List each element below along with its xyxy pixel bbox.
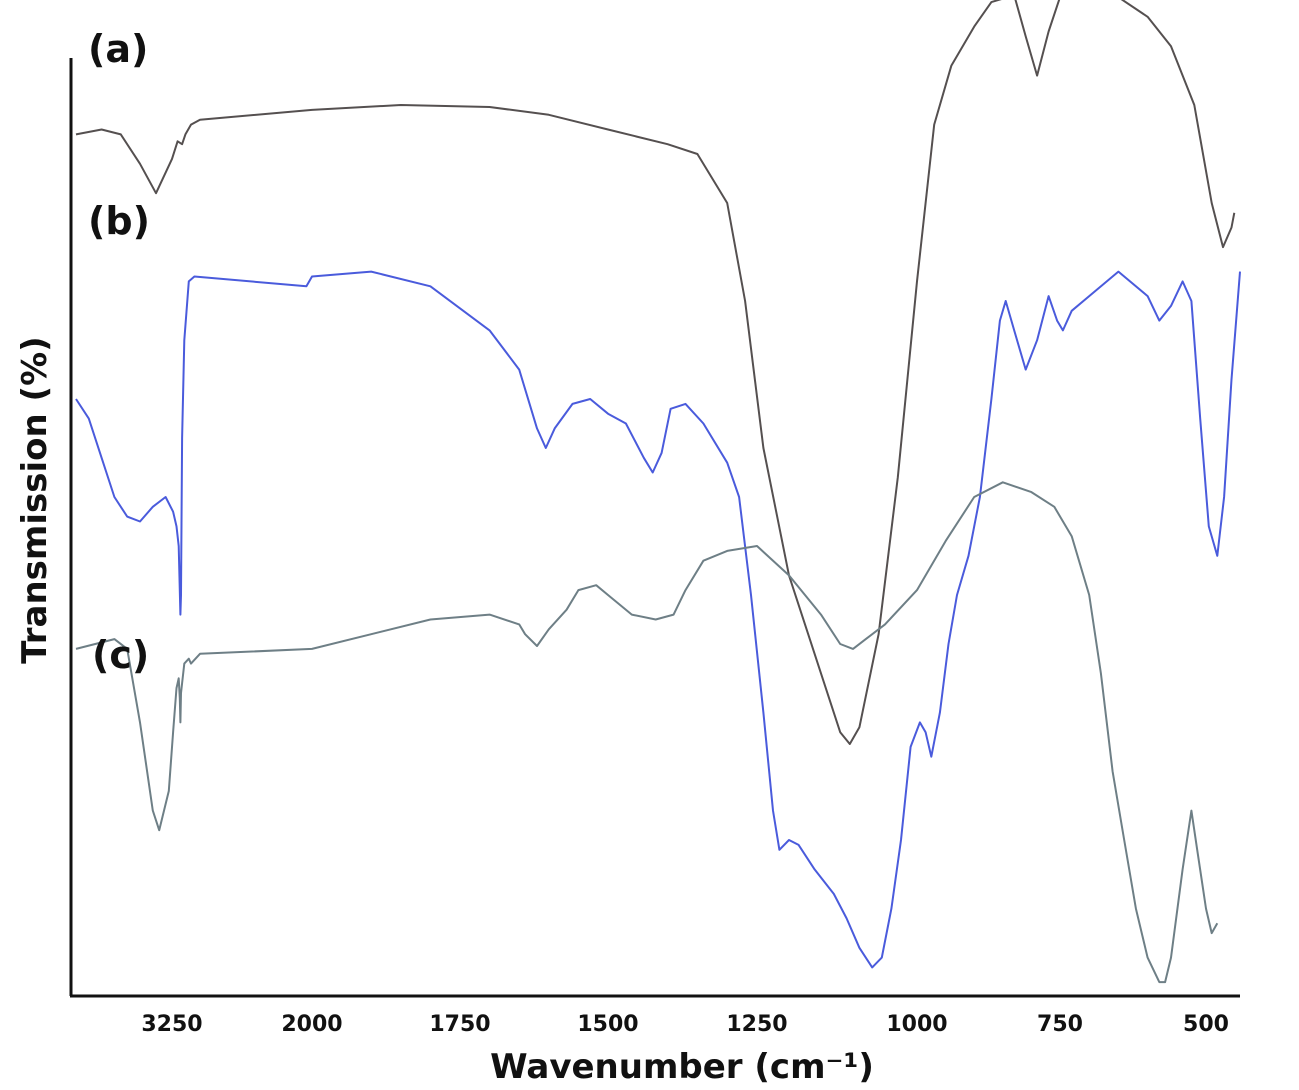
series-layer xyxy=(75,0,1241,984)
x-axis-title: Wavenumber (cm⁻¹) xyxy=(490,1047,874,1087)
x-tick-label: 1500 xyxy=(577,1012,638,1037)
x-tick-label: 3250 xyxy=(141,1012,202,1037)
x-tick-label: 1750 xyxy=(429,1012,490,1037)
x-tick-label: 750 xyxy=(1037,1012,1083,1037)
x-tick-label: 1250 xyxy=(726,1012,787,1037)
panel-label-b: (b) xyxy=(88,199,150,243)
x-tick-label: 1000 xyxy=(886,1012,947,1037)
y-axis-title: Transmission (%) xyxy=(15,336,55,663)
panel-label-a: (a) xyxy=(88,27,148,71)
x-tick-label: 500 xyxy=(1183,1012,1229,1037)
panel-label-c: (c) xyxy=(92,633,149,677)
x-tick-label: 2000 xyxy=(281,1012,342,1037)
tick-label-layer: 3250 2000 1750 1500 1250 1000 750 500 xyxy=(141,1012,1229,1037)
series-line-a xyxy=(75,0,1236,745)
series-line-b xyxy=(75,270,1241,969)
series-line-c xyxy=(75,481,1219,984)
